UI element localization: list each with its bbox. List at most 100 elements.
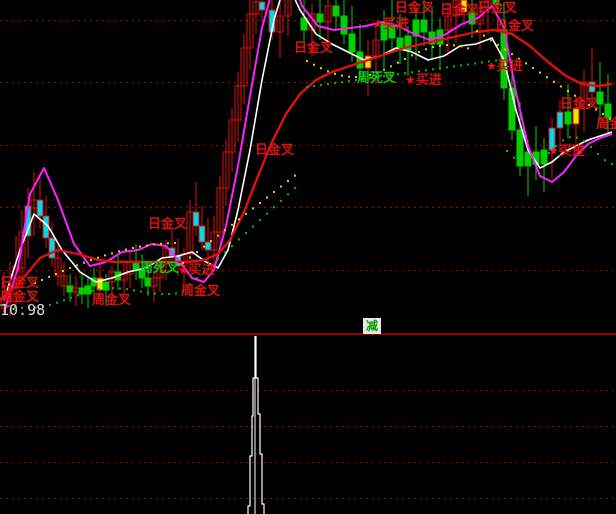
candle [556, 100, 564, 152]
signal-label-text: 周金叉 [92, 293, 132, 308]
candle [548, 118, 556, 178]
candle [258, 0, 266, 22]
gridline-2 [0, 462, 616, 463]
candle [246, 0, 254, 70]
candle [150, 270, 158, 302]
volume-plot-area [247, 336, 265, 514]
signal-label-a7[interactable]: 日金叉 [148, 218, 187, 231]
candle [48, 222, 56, 266]
candle [476, 0, 484, 50]
candle [228, 108, 236, 172]
candle [492, 0, 500, 8]
candle [284, 0, 292, 36]
candle [564, 84, 572, 138]
candle [300, 0, 308, 44]
candle [348, 6, 356, 62]
candle [316, 0, 324, 40]
signal-label-a4[interactable]: 周死叉 [140, 262, 179, 275]
signal-label-a8[interactable]: 日金叉 [255, 144, 294, 157]
candle [588, 48, 596, 106]
signal-label-text: 日金叉 [148, 217, 188, 232]
candle [120, 264, 128, 296]
signal-label-text: 日金叉 [440, 3, 480, 18]
signal-label-a15[interactable]: 日金叉 [478, 2, 517, 15]
candle [484, 0, 492, 34]
signal-label-text: 日金叉 [495, 19, 535, 34]
signal-label-a1[interactable]: 日金叉 [0, 277, 39, 290]
signal-label-text: 周金叉 [596, 117, 616, 132]
signal-label-text: 周死叉 [140, 261, 180, 276]
candle [216, 176, 224, 250]
candle [500, 2, 508, 100]
signal-label-a3[interactable]: 周金叉 [92, 294, 131, 307]
candle [276, 0, 284, 58]
panel-divider [0, 333, 616, 335]
candle [204, 218, 212, 262]
candle [340, 0, 348, 44]
candle [540, 138, 548, 192]
candle [468, 0, 476, 38]
price-candlestick-panel[interactable]: 日金叉 周金叉 周金叉 周死叉 ★买进 周金叉 日金叉 日金叉 日金叉 ★买进 周死叉 ★买进 日金叉日… [0, 0, 616, 334]
signal-label-text: 买进 [558, 144, 585, 159]
candle [60, 262, 68, 296]
candle [234, 72, 242, 142]
candle [186, 200, 194, 272]
candle [138, 254, 146, 288]
signal-label-a2[interactable]: 周金叉 [0, 291, 39, 304]
gridline-0 [0, 20, 616, 21]
candle [452, 0, 460, 42]
signal-label-a18[interactable]: 日金叉 [560, 98, 599, 111]
gridline-1 [0, 426, 616, 427]
candle [380, 10, 388, 68]
star-icon: ★ [548, 144, 559, 158]
signal-label-a5[interactable]: ★买进 [178, 263, 215, 278]
price-axis-label: 10.98 [0, 301, 46, 319]
gridline-0 [0, 390, 616, 391]
candle [596, 62, 604, 120]
candle [572, 96, 580, 150]
signal-label-text: 日金叉 [478, 1, 518, 16]
signal-label-a10[interactable]: ★买进 [372, 17, 409, 32]
star-icon: ★ [372, 17, 383, 31]
candle [444, 2, 452, 56]
signal-label-a20[interactable]: 周金叉 [596, 118, 616, 131]
indicator-dots-green [0, 59, 613, 309]
candle [332, 0, 340, 30]
signal-label-a16[interactable]: ★买进 [486, 59, 523, 74]
signal-label-text: 日金叉 [0, 276, 40, 291]
candle [364, 40, 372, 96]
ma-line-white [3, 0, 613, 301]
candle [78, 272, 86, 304]
star-icon: ★ [178, 263, 189, 277]
signal-label-a11[interactable]: 周死叉 [357, 72, 396, 85]
gridline-1 [0, 82, 616, 83]
signal-label-a13[interactable]: 日金叉 [395, 2, 434, 15]
signal-label-text: 日金叉 [294, 41, 334, 56]
candle [126, 252, 134, 288]
candle [240, 34, 248, 104]
candle [372, 26, 380, 84]
signal-label-text: 买进 [415, 73, 442, 88]
signal-label-a17[interactable]: 日金叉 [495, 20, 534, 33]
signal-label-a19[interactable]: ★买进 [548, 144, 585, 159]
candle [192, 182, 200, 236]
volume-indicator-panel[interactable] [0, 336, 616, 514]
signal-label-a14[interactable]: 日金叉 [440, 4, 479, 17]
reduce-position-badge[interactable]: 减 [363, 318, 382, 334]
signal-label-a12[interactable]: ★买进 [405, 73, 442, 88]
gridline-4 [0, 270, 616, 271]
gridline-2 [0, 145, 616, 146]
candle [222, 140, 230, 206]
gridline-3 [0, 207, 616, 208]
star-icon: ★ [486, 59, 497, 73]
signal-label-a9[interactable]: 日金叉 [294, 42, 333, 55]
indicator-dots-yellow [34, 30, 611, 284]
signal-label-text: 日金叉 [560, 97, 600, 112]
candle [460, 0, 468, 26]
signal-label-text: 买进 [188, 263, 215, 278]
signal-label-text: 日金叉 [255, 143, 295, 158]
price-plot-area [0, 0, 613, 316]
signal-label-a6[interactable]: 周金叉 [181, 285, 220, 298]
candle [156, 258, 164, 292]
